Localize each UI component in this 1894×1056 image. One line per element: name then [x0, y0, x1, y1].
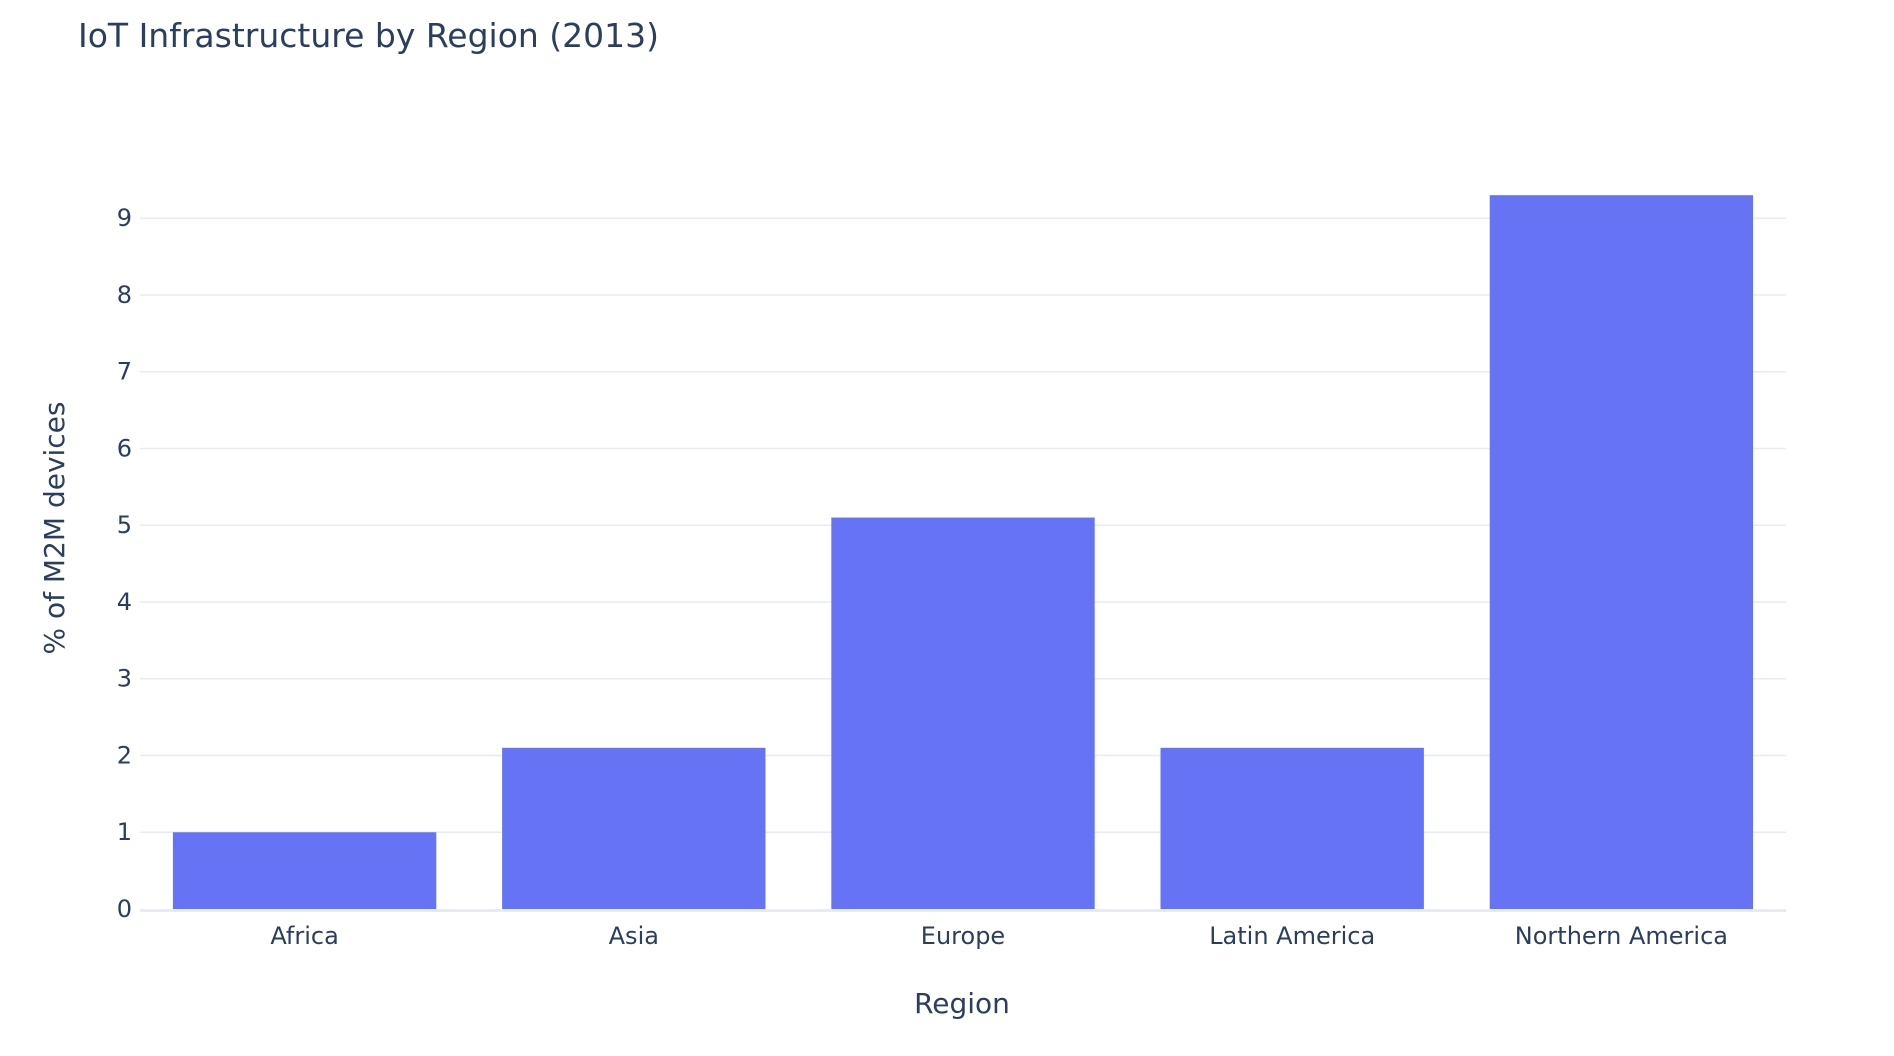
bar-asia: [502, 747, 766, 909]
bars: [172, 195, 1754, 909]
y-tick-label: 3: [117, 665, 132, 693]
bar-latin-america: [1160, 747, 1424, 909]
y-axis-ticks: 0 1 2 3 4 5 6 7 8 9: [117, 204, 132, 923]
x-tick-label: Africa: [270, 922, 338, 950]
y-tick-label: 8: [117, 281, 132, 309]
bar-africa: [172, 832, 437, 909]
y-tick-label: 4: [117, 588, 132, 616]
y-tick-label: 5: [117, 511, 132, 539]
x-tick-label: Europe: [921, 922, 1005, 950]
chart-title: IoT Infrastructure by Region (2013): [78, 16, 659, 55]
x-axis-ticks: Africa Asia Europe Latin America Northern Am…: [270, 922, 1728, 950]
x-tick-label: Latin America: [1209, 922, 1375, 950]
x-tick-label: Northern America: [1515, 922, 1728, 950]
y-tick-label: 6: [117, 434, 132, 462]
y-tick-label: 9: [117, 204, 132, 232]
bar-europe: [831, 517, 1095, 909]
x-tick-label: Asia: [609, 922, 659, 950]
y-tick-label: 2: [117, 741, 132, 769]
bar-northern-america: [1489, 195, 1754, 909]
x-axis-title: Region: [914, 987, 1010, 1020]
y-tick-label: 7: [117, 358, 132, 386]
y-tick-label: 0: [117, 895, 132, 923]
y-tick-label: 1: [117, 818, 132, 846]
y-axis-title: % of M2M devices: [38, 402, 71, 655]
